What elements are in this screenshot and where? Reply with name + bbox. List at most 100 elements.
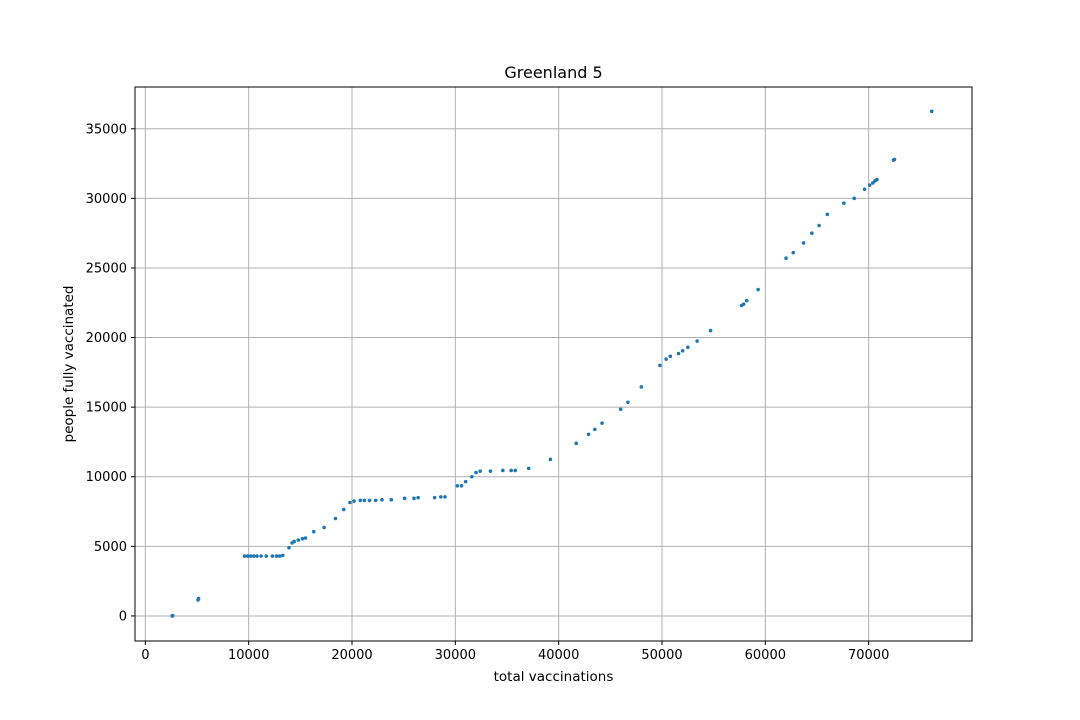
chart-title: Greenland 5 [504,63,602,82]
x-tick-label: 50000 [641,648,682,663]
data-point [352,499,356,503]
tick-layer: 0 10000 20000 30000 40000 50000 60000 70000 0 500… [86,122,890,663]
data-point [303,536,308,540]
data-point [459,483,464,488]
data-point [389,497,394,502]
data-point [526,466,531,471]
data-point [574,441,579,446]
data-point [373,498,378,503]
x-tick-label: 60000 [745,648,786,663]
x-tick-label: 30000 [435,648,476,663]
data-point [439,495,443,499]
data-point [513,468,518,473]
data-point [470,474,474,479]
data-point [300,536,305,541]
data-point [695,339,699,343]
data-point [817,223,821,228]
data-point [402,496,407,501]
data-point [287,545,291,550]
data-point [488,469,493,473]
data-point [348,500,352,505]
data-point [255,554,259,558]
data-point [618,407,623,412]
x-tick-label: 70000 [848,648,889,663]
data-points [170,109,934,618]
data-point [274,554,279,558]
data-point [658,363,662,368]
data-point [741,302,746,306]
data-point [801,241,806,245]
data-point [367,498,372,503]
data-point [600,421,604,425]
data-point [412,496,416,501]
grid-layer [135,87,972,641]
y-tick-label: 0 [119,609,127,624]
data-point [548,457,553,462]
data-point [463,479,468,484]
data-point [248,554,253,558]
data-point [242,554,247,558]
y-axis-label: people fully vaccinated [61,286,77,443]
data-point [680,348,685,353]
x-tick-label: 40000 [538,648,579,663]
data-point [784,256,788,261]
data-point [196,596,201,601]
data-point [311,529,316,534]
data-point [626,400,630,405]
data-point [862,187,867,192]
data-point [170,613,175,618]
data-point [341,507,346,512]
data-point [756,287,760,292]
data-point [664,357,668,361]
data-point [892,157,897,162]
y-tick-label: 35000 [86,122,127,137]
data-point [362,498,367,503]
data-point [277,554,282,558]
data-point [676,351,681,356]
data-point [296,538,301,542]
data-point [852,196,856,201]
data-point [416,495,420,500]
data-point [867,183,872,187]
data-point [686,345,690,350]
data-point [478,469,482,473]
data-point [455,483,460,488]
x-tick-label: 0 [141,648,149,663]
data-point [791,250,796,255]
data-point [292,539,296,544]
data-point [842,201,846,206]
data-point [432,495,437,500]
data-point [501,468,505,473]
data-point [245,554,250,558]
data-point [639,385,644,389]
data-point [668,354,673,359]
data-point [509,468,513,473]
data-point [825,212,830,217]
data-point [259,554,263,558]
data-point [875,177,879,182]
data-point [280,553,285,558]
y-tick-label: 20000 [86,331,127,346]
data-point [333,516,338,521]
data-point [708,328,713,333]
plot-frame [134,86,973,642]
data-point [474,470,478,475]
data-point [929,109,934,114]
x-tick-label: 20000 [331,648,372,663]
y-tick-label: 10000 [86,470,127,485]
data-point [593,427,597,432]
data-point [744,298,749,303]
data-point [270,554,275,558]
data-point [358,498,363,503]
y-tick-label: 5000 [94,540,127,555]
x-axis-label: total vaccinations [494,669,614,685]
data-point [443,495,447,499]
y-tick-label: 30000 [86,192,127,207]
x-tick-label: 10000 [228,648,269,663]
data-point [252,554,256,558]
data-point [810,231,814,235]
y-tick-label: 25000 [86,261,127,276]
data-point [322,525,326,530]
data-point [380,497,384,502]
